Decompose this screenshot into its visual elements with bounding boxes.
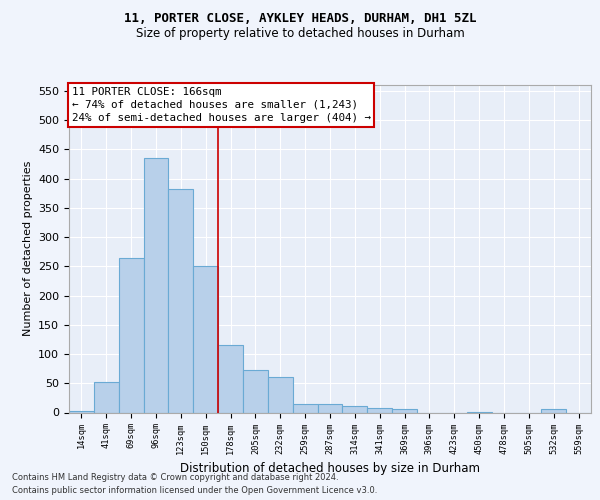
Y-axis label: Number of detached properties: Number of detached properties: [23, 161, 32, 336]
Bar: [343, 406, 367, 412]
Bar: [218, 344, 243, 412]
Bar: [293, 404, 317, 412]
Bar: [367, 408, 392, 412]
Bar: [243, 370, 268, 412]
Bar: [94, 382, 119, 412]
Bar: [392, 409, 417, 412]
Bar: [317, 404, 343, 412]
Bar: [143, 158, 169, 412]
Bar: [541, 409, 566, 412]
Bar: [169, 188, 193, 412]
Text: Contains public sector information licensed under the Open Government Licence v3: Contains public sector information licen…: [12, 486, 377, 495]
Bar: [69, 410, 94, 412]
Text: Size of property relative to detached houses in Durham: Size of property relative to detached ho…: [136, 28, 464, 40]
Bar: [268, 377, 293, 412]
Bar: [119, 258, 143, 412]
Bar: [193, 266, 218, 412]
Text: 11, PORTER CLOSE, AYKLEY HEADS, DURHAM, DH1 5ZL: 11, PORTER CLOSE, AYKLEY HEADS, DURHAM, …: [124, 12, 476, 26]
Text: Contains HM Land Registry data © Crown copyright and database right 2024.: Contains HM Land Registry data © Crown c…: [12, 472, 338, 482]
Text: 11 PORTER CLOSE: 166sqm
← 74% of detached houses are smaller (1,243)
24% of semi: 11 PORTER CLOSE: 166sqm ← 74% of detache…: [71, 86, 371, 123]
X-axis label: Distribution of detached houses by size in Durham: Distribution of detached houses by size …: [180, 462, 480, 475]
